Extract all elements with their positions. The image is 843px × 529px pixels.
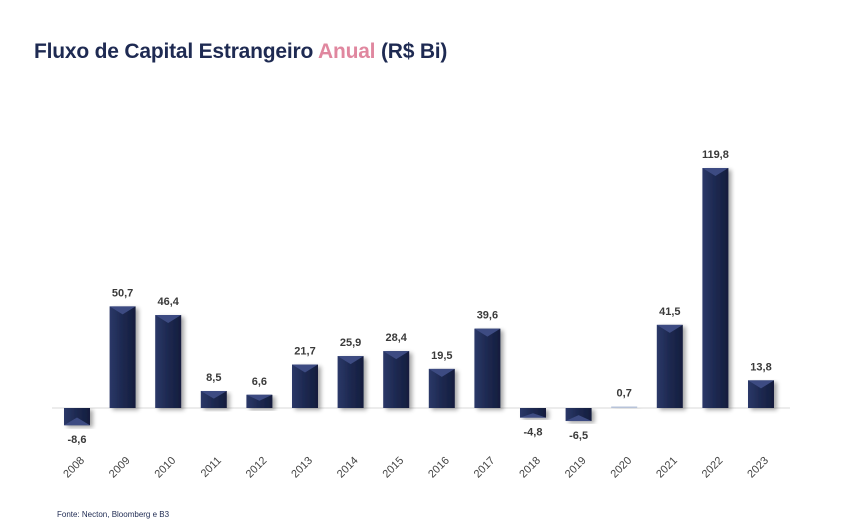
bar-rect — [474, 328, 501, 408]
value-label-2014: 25,9 — [340, 337, 361, 349]
bar-2019 — [565, 408, 592, 422]
value-label-2015: 28,4 — [385, 332, 407, 344]
bar-bevel — [64, 417, 90, 426]
value-label-2016: 19,5 — [431, 350, 452, 362]
x-tick-2008: 2008 — [61, 455, 87, 481]
bar-rect — [155, 315, 182, 408]
value-label-2010: 46,4 — [157, 296, 179, 308]
value-label-2008: -8,6 — [68, 434, 87, 446]
bar-2015 — [383, 351, 410, 408]
x-tick-2023: 2023 — [745, 455, 771, 481]
bar-rect — [200, 390, 227, 408]
bar-bevel — [383, 351, 410, 360]
value-label-2013: 21,7 — [294, 346, 315, 358]
x-tick-2015: 2015 — [381, 455, 407, 481]
bar-bevel — [428, 368, 455, 377]
x-tick-2021: 2021 — [654, 455, 680, 481]
x-tick-2011: 2011 — [199, 455, 224, 480]
x-tick-2017: 2017 — [472, 455, 498, 481]
bar-bevel — [337, 356, 364, 365]
bar-bevel — [748, 380, 774, 389]
value-label-2012: 6,6 — [252, 376, 267, 388]
bar-bevel — [474, 328, 501, 337]
x-tick-2022: 2022 — [700, 455, 726, 481]
bar-2018 — [520, 408, 546, 418]
value-label-2018: -4,8 — [524, 427, 543, 439]
bar-2009 — [109, 306, 136, 408]
bar-bevel — [565, 415, 592, 422]
bar-rect — [520, 408, 546, 418]
x-tick-2016: 2016 — [426, 455, 452, 481]
x-tick-2012: 2012 — [244, 455, 270, 481]
bar-rect — [246, 394, 273, 408]
x-tick-2019: 2019 — [563, 455, 589, 481]
bar-bevel — [246, 394, 273, 401]
bar-bevel — [292, 364, 318, 373]
bar-2023 — [748, 380, 774, 408]
bar-2020 — [611, 406, 638, 408]
value-label-2017: 39,6 — [477, 310, 498, 322]
bar-2017 — [474, 328, 501, 408]
bar-2016 — [428, 368, 455, 408]
bars-group — [64, 168, 774, 426]
x-tick-2009: 2009 — [107, 455, 133, 481]
bar-2013 — [292, 364, 318, 408]
bar-rect — [611, 406, 638, 408]
bar-bevel — [155, 315, 182, 324]
bar-rect — [383, 351, 410, 408]
value-label-2021: 41,5 — [659, 306, 680, 318]
chart-title: Fluxo de Capital Estrangeiro Anual (R$ B… — [34, 40, 447, 64]
value-label-2023: 13,8 — [750, 361, 771, 373]
x-tick-2010: 2010 — [153, 455, 179, 481]
bar-2011 — [200, 390, 227, 408]
bar-bevel — [656, 324, 683, 333]
value-label-2019: -6,5 — [569, 430, 588, 442]
bar-2014 — [337, 356, 364, 408]
bar-bevel — [200, 390, 227, 399]
source-note: Fonte: Necton, Bloomberg e B3 — [57, 510, 170, 519]
x-tick-2020: 2020 — [609, 455, 635, 481]
bar-2010 — [155, 315, 182, 408]
value-labels-group: -8,6 50,7 46,4 8,5 6,6 21,7 25,9 28,4 19,5 39,6 -4… — [68, 149, 772, 446]
value-label-2022: 119,8 — [702, 149, 729, 161]
value-label-2009: 50,7 — [112, 287, 133, 299]
x-tick-2013: 2013 — [289, 455, 315, 481]
bar-2022 — [702, 168, 729, 408]
x-tick-2014: 2014 — [335, 455, 361, 481]
chart-title-main: Fluxo de Capital Estrangeiro — [34, 40, 318, 63]
bar-bevel — [520, 413, 546, 418]
bar-rect — [337, 356, 364, 408]
chart-title-unit: (R$ Bi) — [375, 40, 448, 63]
value-label-2020: 0,7 — [617, 388, 632, 400]
value-label-2011: 8,5 — [206, 372, 221, 384]
bar-rect — [702, 168, 729, 408]
x-tick-labels-group: 2008 2009 2010 2011 2012 2013 2014 2015 2016 2017… — [61, 455, 771, 481]
bar-rect — [656, 324, 683, 408]
bar-rect — [109, 306, 136, 408]
bar-2008 — [64, 408, 90, 426]
x-tick-2018: 2018 — [517, 455, 543, 481]
bar-2012 — [246, 394, 273, 408]
bar-2021 — [656, 324, 683, 408]
bar-bevel — [109, 306, 136, 315]
chart-title-accent: Anual — [317, 40, 376, 63]
bar-bevel — [702, 168, 729, 176]
bar-rect — [565, 408, 592, 422]
bar-rect — [64, 408, 90, 426]
